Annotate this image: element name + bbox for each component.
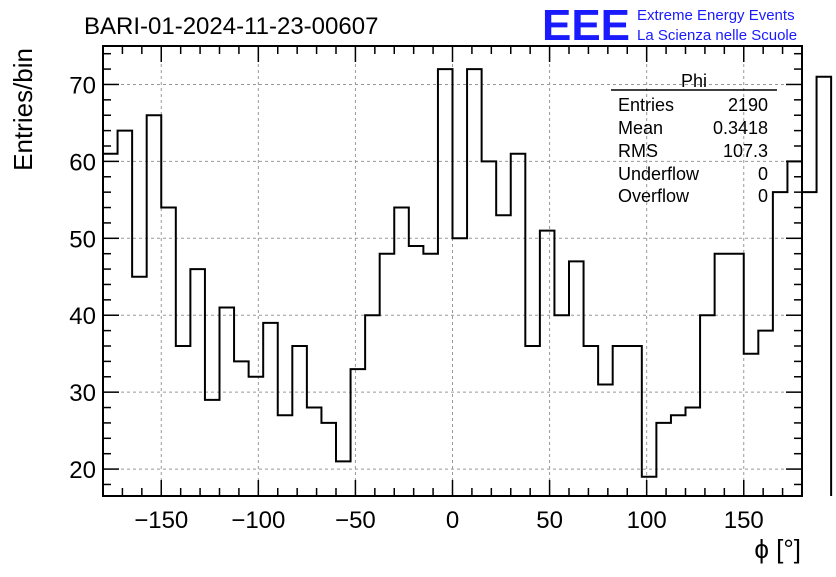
- y-tick-label: 50: [69, 226, 96, 253]
- stats-row: Mean 0.3418: [618, 118, 768, 138]
- x-tick-label: 50: [536, 507, 563, 534]
- x-tick-label: −50: [335, 507, 376, 534]
- tick-labels: −150 −100 −50 0 50 100 150 20 30 40 50 60 70: [69, 72, 763, 534]
- histogram-bin: [496, 215, 511, 496]
- histogram-bin: [671, 415, 686, 496]
- stats-label: Entries: [618, 95, 674, 115]
- chart-title: BARI-01-2024-11-23-00607: [84, 13, 378, 40]
- stats-row: Underflow 0: [618, 164, 768, 184]
- stats-label: RMS: [618, 141, 658, 161]
- histogram-bin: [321, 423, 336, 496]
- stats-box-title: Phi: [681, 71, 707, 91]
- stats-label: Underflow: [618, 164, 700, 184]
- histogram-bin: [423, 254, 438, 496]
- histogram-bin: [292, 346, 307, 496]
- x-tick-label: 0: [446, 507, 459, 534]
- histogram-bin: [263, 323, 278, 496]
- histogram-bin: [365, 315, 380, 496]
- histogram-bin: [715, 254, 730, 496]
- y-tick-label: 40: [69, 303, 96, 330]
- histogram-bin: [656, 423, 671, 496]
- stats-value: 0: [758, 186, 768, 206]
- histogram-bin: [613, 346, 628, 496]
- histogram-bin: [278, 415, 293, 496]
- histogram-bin: [817, 77, 832, 496]
- brand-line-2: La Scienza nelle Scuole: [637, 27, 797, 44]
- x-tick-label: −150: [134, 507, 188, 534]
- histogram-bin: [394, 208, 409, 496]
- histogram-bin: [103, 154, 118, 496]
- plot-frame: [102, 45, 803, 497]
- histogram-bin: [540, 231, 555, 496]
- x-tick-label: 100: [627, 507, 667, 534]
- histogram-bin: [787, 161, 802, 496]
- histogram-bin: [598, 384, 613, 496]
- histogram-bin: [686, 408, 701, 496]
- histogram-bin: [584, 346, 599, 496]
- histogram-bin: [438, 69, 453, 496]
- histogram-bin: [802, 192, 817, 496]
- stats-row: Entries 2190: [618, 95, 768, 115]
- histogram-bin: [220, 308, 235, 496]
- stats-row: RMS 107.3: [618, 141, 768, 161]
- histogram-bin: [147, 115, 162, 496]
- histogram-bin: [642, 477, 657, 496]
- x-tick-label: 150: [724, 507, 764, 534]
- histogram-bin: [554, 315, 569, 496]
- stats-row: Overflow 0: [618, 186, 768, 206]
- histogram-bin: [307, 408, 322, 496]
- histogram-bin: [744, 354, 759, 496]
- histogram-bin: [453, 238, 468, 496]
- x-tick-label: −100: [231, 507, 285, 534]
- histogram-bin: [511, 154, 526, 496]
- histogram-bin: [627, 346, 642, 496]
- histogram-bin: [205, 400, 220, 496]
- y-tick-label: 30: [69, 380, 96, 407]
- stats-label: Overflow: [618, 186, 690, 206]
- histogram-bin: [190, 269, 205, 496]
- stats-value: 0.3418: [713, 118, 768, 138]
- y-axis-label: Entries/bin: [8, 48, 38, 171]
- stats-value: 107.3: [723, 141, 768, 161]
- histogram-bin: [336, 461, 351, 496]
- histogram-bin: [161, 208, 176, 496]
- histogram-bin: [351, 369, 366, 496]
- histogram-outline: [102, 68, 833, 496]
- histogram-bin: [700, 315, 715, 496]
- histogram-bin: [525, 346, 540, 496]
- stats-value: 0: [758, 164, 768, 184]
- histogram-bin: [118, 131, 133, 496]
- histogram-bin: [234, 361, 249, 496]
- histogram-bin: [482, 161, 497, 496]
- histogram-bin: [132, 277, 147, 496]
- histogram-bin: [773, 192, 788, 496]
- stats-label: Mean: [618, 118, 663, 138]
- stats-box: Phi Entries 2190 Mean 0.3418 RMS 107.3 U…: [611, 71, 777, 206]
- stats-value: 2190: [728, 95, 768, 115]
- histogram-bin: [729, 254, 744, 496]
- brand-line-1: Extreme Energy Events: [637, 7, 795, 24]
- histogram-bin: [249, 377, 264, 496]
- histogram-bin: [176, 346, 191, 496]
- y-tick-label: 70: [69, 72, 96, 99]
- axis-ticks: [103, 46, 802, 496]
- eee-logo: EEE: [542, 1, 630, 50]
- y-tick-label: 20: [69, 457, 96, 484]
- histogram-bin: [467, 69, 482, 496]
- histogram-bin: [569, 261, 584, 496]
- y-tick-label: 60: [69, 149, 96, 176]
- histogram-bin: [758, 331, 773, 496]
- histogram-bin: [409, 246, 424, 496]
- x-axis-label: ϕ [°]: [754, 534, 801, 564]
- histogram-bin: [380, 254, 395, 496]
